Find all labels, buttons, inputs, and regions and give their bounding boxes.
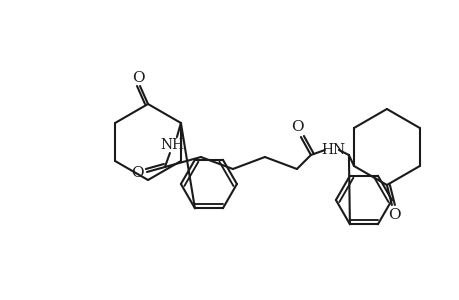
- Text: O: O: [131, 71, 144, 85]
- Text: O: O: [131, 166, 144, 180]
- Text: HN: HN: [320, 143, 344, 157]
- Text: NH: NH: [161, 138, 185, 152]
- Text: O: O: [388, 208, 400, 222]
- Text: O: O: [291, 120, 303, 134]
